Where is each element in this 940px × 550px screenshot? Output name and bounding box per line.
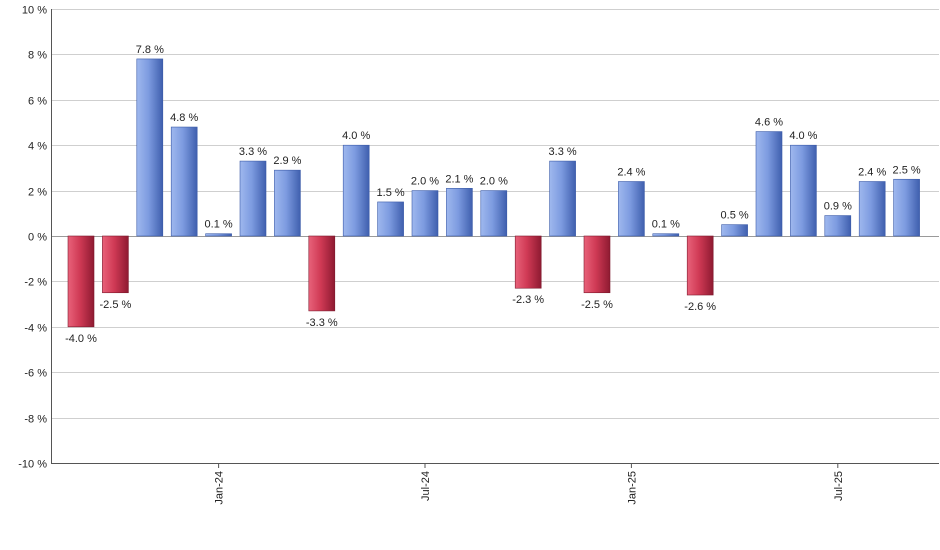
y-tick-label: 4 % — [28, 141, 47, 153]
data-label: 0.9 % — [824, 201, 852, 213]
bar-positive — [893, 178, 920, 237]
bar-positive — [824, 215, 852, 237]
data-label: 2.1 % — [445, 173, 473, 185]
bar-positive — [790, 144, 817, 237]
bar-negative — [686, 235, 714, 296]
data-label: 4.0 % — [342, 130, 370, 142]
y-tick-label: -2 % — [24, 277, 47, 289]
y-tick-label: -10 % — [18, 459, 47, 471]
bar-positive — [377, 201, 404, 237]
bar-positive — [480, 190, 508, 237]
bar-positive — [170, 126, 198, 237]
gridlines — [51, 9, 939, 464]
data-label: -2.5 % — [100, 299, 132, 311]
bar-positive — [721, 224, 748, 237]
bar-positive — [858, 181, 886, 237]
bar-positive — [342, 144, 370, 237]
data-label: 2.9 % — [273, 155, 301, 167]
bar-positive — [755, 131, 783, 237]
bar-positive — [652, 233, 680, 237]
bar-negative — [102, 235, 129, 294]
x-tick-label: Jul-25 — [833, 471, 845, 501]
bar-positive — [239, 160, 267, 237]
data-label: -2.6 % — [684, 301, 716, 313]
bar-negative — [583, 235, 611, 294]
data-label: 7.8 % — [136, 44, 164, 56]
bar-positive — [618, 181, 645, 237]
data-label: 2.0 % — [411, 176, 439, 188]
data-label: -2.5 % — [581, 299, 613, 311]
data-label: 0.1 % — [205, 219, 233, 231]
bar-positive — [274, 169, 301, 237]
data-labels: -4.0 % -2.5 % 7.8 % 4.8 % 0.1 % 3.3 % 2.9 % -3.… — [65, 44, 921, 345]
bar-negative — [514, 235, 542, 289]
data-label: -4.0 % — [65, 333, 97, 345]
data-label: 2.4 % — [617, 167, 645, 179]
bar-positive — [136, 58, 164, 237]
data-label: 0.1 % — [652, 219, 680, 231]
x-tick-label: Jan-24 — [214, 471, 226, 505]
bars — [67, 58, 920, 328]
bar-negative — [67, 235, 95, 328]
y-tick-label: -4 % — [24, 323, 47, 335]
y-tick-label: 6 % — [28, 96, 47, 108]
data-label: 3.3 % — [239, 146, 267, 158]
y-tick-label: 8 % — [28, 50, 47, 62]
data-label: 4.8 % — [170, 112, 198, 124]
x-tick-label: Jul-24 — [420, 471, 432, 501]
data-label: 4.6 % — [755, 117, 783, 129]
y-tick-label: -6 % — [24, 368, 47, 380]
bar-positive — [446, 188, 473, 237]
data-label: 2.5 % — [893, 164, 921, 176]
y-tick-label: 2 % — [28, 187, 47, 199]
bar-negative — [308, 235, 336, 312]
data-label: 1.5 % — [377, 187, 405, 199]
y-tick-label: -8 % — [24, 414, 47, 426]
data-label: -3.3 % — [306, 317, 338, 329]
y-tick-label: 0 % — [28, 232, 47, 244]
bar-positive — [549, 160, 576, 237]
data-label: 2.0 % — [480, 176, 508, 188]
axes: -10 % -8 % -6 % -4 % -2 % 0 % 2 % 4 % 6 % 8 % 10 %… — [18, 5, 939, 505]
data-label: 2.4 % — [858, 167, 886, 179]
bar-positive — [205, 233, 232, 237]
data-label: 3.3 % — [549, 146, 577, 158]
y-tick-label: 10 % — [22, 5, 47, 17]
data-label: 4.0 % — [789, 130, 817, 142]
data-label: -2.3 % — [512, 294, 544, 306]
data-label: 0.5 % — [721, 210, 749, 222]
x-tick-label: Jan-25 — [626, 471, 638, 505]
bar-positive — [411, 190, 439, 237]
